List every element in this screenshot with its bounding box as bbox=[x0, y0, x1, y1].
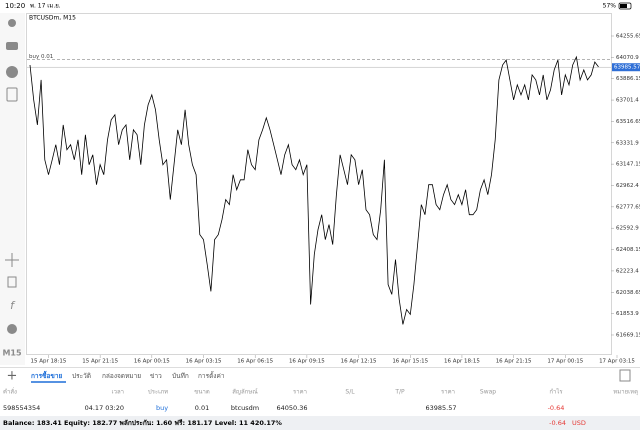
x-tick-label: 16 Apr 21:15 bbox=[496, 359, 532, 365]
y-tick-label: 62777.65 bbox=[616, 204, 640, 210]
table-header: ประเภท bbox=[148, 389, 168, 396]
x-tick-label: 16 Apr 03:15 bbox=[186, 359, 222, 365]
chart-frame bbox=[26, 13, 612, 355]
table-header: ขนาด bbox=[194, 389, 210, 396]
table-cell: 0.01 bbox=[195, 404, 209, 412]
table-cell: btcusdm bbox=[231, 404, 259, 412]
icon-trade[interactable] bbox=[6, 42, 18, 50]
table-cell: 04.17 03:20 bbox=[85, 404, 124, 412]
timeframe[interactable]: M15 bbox=[2, 349, 22, 358]
icon-indicator[interactable] bbox=[7, 276, 17, 288]
x-tick-label: 16 Apr 12:15 bbox=[341, 359, 377, 365]
y-tick-label: 63701.4 bbox=[616, 98, 639, 104]
chart-title: BTCUSDm, M15 bbox=[29, 15, 76, 22]
y-tick-label: 62223.4 bbox=[616, 268, 639, 274]
table-header: สัญลักษณ์ bbox=[232, 388, 258, 396]
icon-objects[interactable] bbox=[7, 324, 17, 334]
price-box bbox=[612, 63, 640, 72]
table-header: เวลา bbox=[112, 389, 124, 396]
table-header: หมายเหตุ bbox=[613, 389, 638, 396]
layout-icon[interactable] bbox=[619, 369, 631, 382]
summary-text: Balance: 183.41 Equity: 182.77 พลักประกั… bbox=[3, 419, 282, 427]
y-tick-label: 61669.15 bbox=[616, 332, 640, 338]
table-cell: buy bbox=[156, 404, 168, 412]
y-tick-label: 63886.15 bbox=[616, 76, 640, 82]
price-line-series bbox=[29, 55, 599, 325]
table-header: ราคา bbox=[293, 389, 307, 396]
x-tick-label: 16 Apr 00:15 bbox=[134, 359, 170, 365]
x-tick-label: 16 Apr 15:15 bbox=[392, 359, 428, 365]
table-header: ราคา bbox=[441, 389, 455, 396]
table-cell: -0.64 bbox=[548, 404, 565, 412]
icon-function[interactable]: f bbox=[10, 299, 16, 312]
price-label: 63985.57 bbox=[614, 65, 640, 71]
y-tick-label: 62592.9 bbox=[616, 226, 639, 232]
y-tick-label: 64070.9 bbox=[616, 55, 639, 61]
tab[interactable]: บันทึก bbox=[172, 372, 189, 380]
summary-bar bbox=[0, 416, 640, 430]
table-header: กำไร bbox=[549, 388, 563, 396]
y-tick-label: 62038.65 bbox=[616, 290, 640, 296]
tab[interactable]: ประวัติ bbox=[72, 372, 91, 380]
y-tick-label: 63147.15 bbox=[616, 162, 640, 168]
x-tick-label: 15 Apr 18:15 bbox=[31, 359, 67, 365]
toolbar-icons: f bbox=[5, 19, 19, 334]
table-header: S/L bbox=[345, 389, 355, 396]
summary-currency: USD bbox=[572, 419, 586, 427]
table-cell: 63985.57 bbox=[425, 404, 456, 412]
status-battery: 57% bbox=[603, 3, 617, 10]
left-toolbar bbox=[0, 13, 25, 365]
icon-chat[interactable] bbox=[6, 66, 18, 78]
icon-new[interactable] bbox=[6, 87, 18, 102]
table-cell[interactable]: 598554354 bbox=[3, 404, 40, 412]
x-tick-label: 15 Apr 21:15 bbox=[82, 359, 118, 365]
status-time: 10:20 bbox=[5, 2, 25, 10]
tab[interactable]: การซื้อขาย bbox=[31, 370, 62, 380]
table-cell: 64050.36 bbox=[276, 404, 307, 412]
table-header: T/P bbox=[394, 389, 405, 396]
summary-profit: -0.64 bbox=[549, 419, 566, 427]
table-header: คำสั่ง bbox=[3, 388, 17, 396]
x-tick-label: 16 Apr 06:15 bbox=[237, 359, 273, 365]
icon-crosshair[interactable] bbox=[5, 253, 19, 267]
y-tick-label: 63331.9 bbox=[616, 140, 639, 146]
tab[interactable]: กล่องจดหมาย bbox=[102, 372, 141, 380]
x-tick-label: 17 Apr 03:15 bbox=[599, 359, 635, 365]
y-tick-label: 64255.65 bbox=[616, 34, 640, 40]
table-header: Swap bbox=[480, 389, 496, 396]
y-tick-label: 62962.4 bbox=[616, 183, 639, 189]
x-tick-label: 17 Apr 00:15 bbox=[547, 359, 583, 365]
x-tick-label: 16 Apr 09:15 bbox=[289, 359, 325, 365]
status-date: พ. 17 เม.ย. bbox=[30, 3, 61, 10]
y-tick-label: 62408.15 bbox=[616, 247, 640, 253]
y-tick-label: 63516.65 bbox=[616, 119, 640, 125]
icon-account[interactable] bbox=[8, 19, 16, 27]
y-tick-label: 61853.9 bbox=[616, 311, 639, 317]
battery-level bbox=[620, 4, 627, 8]
order-label: buy 0.01 bbox=[29, 54, 53, 60]
battery-icon bbox=[618, 2, 632, 10]
tab[interactable]: การตั้งค่า bbox=[198, 371, 225, 380]
add-button[interactable]: + bbox=[7, 369, 18, 384]
x-tick-label: 16 Apr 18:15 bbox=[444, 359, 480, 365]
tab[interactable]: ข่าว bbox=[150, 372, 162, 380]
